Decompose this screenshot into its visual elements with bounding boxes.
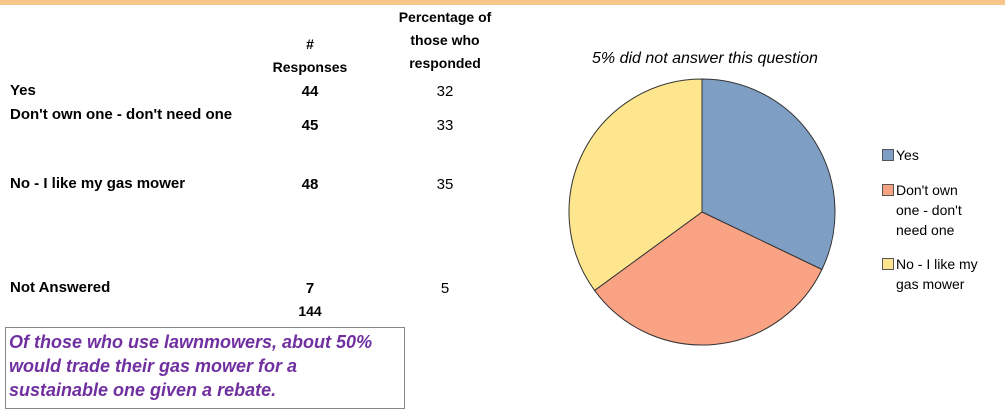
responses: 48	[301, 175, 319, 193]
note: Of those who use lawnmowers, about 50% w…	[5, 327, 405, 409]
percentage: 35	[436, 175, 454, 193]
row-label: Yes	[10, 82, 36, 99]
percentage: 32	[436, 82, 454, 100]
chart-subtitle: 5% did not answer this question	[592, 50, 818, 67]
percentage: 5	[440, 279, 450, 297]
row-label: Don't own one - don't need one	[10, 106, 233, 123]
header: # Responses	[272, 36, 348, 75]
pie-slice	[701, 78, 836, 271]
row-label: Not Answered	[10, 279, 111, 296]
row-label: No - I like my gas mower	[10, 175, 186, 192]
legend-swatch	[882, 258, 894, 270]
responses: 7	[305, 279, 315, 297]
legend-swatch	[882, 149, 894, 161]
legend-swatch	[882, 184, 894, 196]
responses: 45	[301, 117, 319, 134]
legend-label: No - I like my gas mower	[896, 256, 978, 292]
responses: 44	[301, 82, 319, 100]
total: 144	[298, 303, 322, 319]
pie-slice	[593, 211, 823, 346]
header: Percentage of those who responded	[398, 9, 492, 71]
percentage: 33	[436, 117, 454, 134]
legend-label: Don't own one - don't need one	[896, 182, 962, 238]
legend-label: Yes	[896, 147, 919, 163]
pie-slice	[568, 78, 703, 292]
top-bar	[0, 0, 1005, 5]
